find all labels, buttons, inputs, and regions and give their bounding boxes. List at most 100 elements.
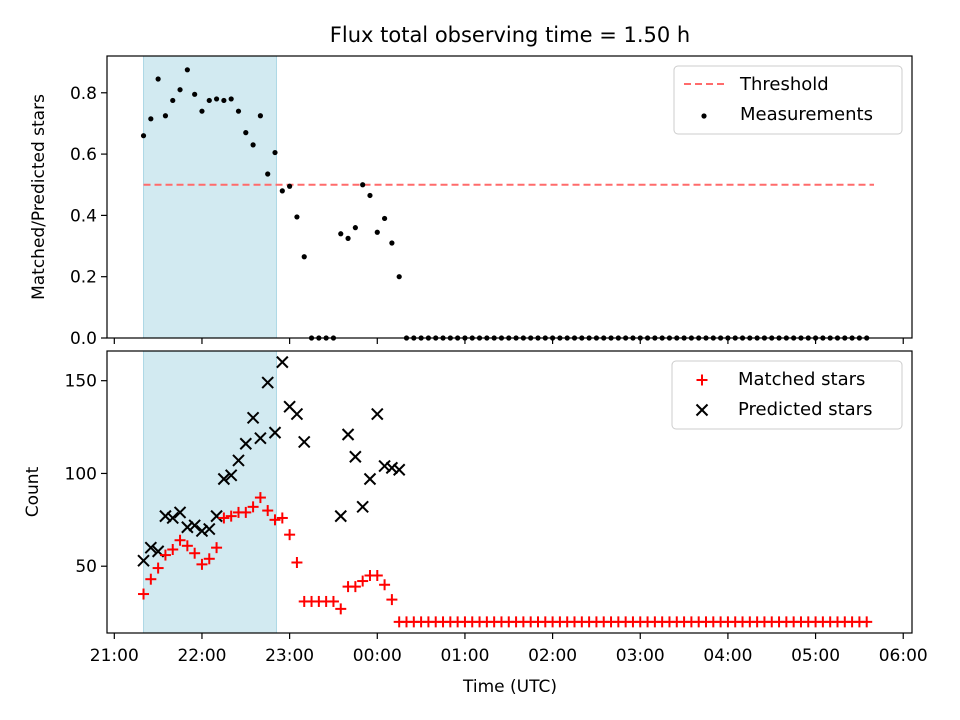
measurement-point — [148, 116, 154, 122]
predicted-star-point — [341, 428, 355, 441]
predicted-star-point — [137, 554, 150, 567]
x-tick-label: 01:00 — [440, 646, 489, 666]
matched-star-point — [189, 547, 201, 559]
x-stroke — [188, 519, 201, 532]
matched-star-point — [240, 506, 252, 518]
predicted-star-point — [232, 454, 245, 467]
chart-title: Flux total observing time = 1.50 h — [330, 23, 690, 47]
bottom-y-ticks: 50 100 150 — [65, 372, 107, 577]
x-stroke — [159, 509, 172, 523]
y-tick-label: 150 — [65, 372, 97, 392]
measurement-point — [265, 171, 271, 177]
matched-star-point — [379, 579, 391, 591]
measurement-point — [177, 87, 183, 93]
measurement-point — [213, 96, 220, 102]
x-stroke — [181, 521, 194, 534]
x-tick-label: 05:00 — [791, 646, 840, 666]
legend-matched-swatch — [696, 374, 708, 386]
predicted-star-point — [181, 521, 194, 534]
matched-star-point — [386, 594, 398, 606]
predicted-star-point — [144, 541, 158, 554]
predicted-star-point — [349, 450, 362, 463]
measurement-point — [367, 192, 373, 199]
bottom-x-ticks: 21:00 22:00 23:00 00:00 01:00 02:00 03:00 04:00… — [90, 633, 928, 666]
matched-star-point — [269, 514, 281, 526]
matched-star-point — [174, 534, 186, 546]
top-y-axis-label: Matched/Predicted stars — [29, 94, 49, 300]
matched-star-point — [211, 542, 223, 554]
matched-star-point — [247, 501, 259, 513]
matched-star-point — [203, 553, 215, 565]
predicted-star-point — [371, 407, 384, 421]
matched-star-point — [254, 492, 266, 504]
matched-star-point — [138, 588, 150, 600]
matched-star-point — [159, 549, 171, 561]
measurement-point — [338, 231, 344, 237]
measurement-point — [221, 97, 227, 104]
legend-x — [695, 403, 709, 417]
measurement-point — [345, 235, 351, 241]
measurement-point — [301, 254, 307, 260]
measurement-point — [381, 215, 388, 222]
y-tick-label: 0.6 — [70, 145, 97, 165]
predicted-star-point — [385, 461, 399, 475]
x-stroke — [224, 469, 238, 482]
matched-stars-points — [138, 492, 873, 628]
legend-predicted-label: Predicted stars — [738, 399, 872, 420]
matched-star-point — [225, 510, 237, 522]
measurement-point — [170, 97, 176, 104]
x-tick-label: 22:00 — [177, 646, 226, 666]
bottom-observing-span — [143, 350, 277, 634]
x-stroke — [173, 506, 187, 519]
x-tick-label: 04:00 — [703, 646, 752, 666]
legend-measurements-label: Measurements — [740, 104, 873, 125]
matched-star-point — [218, 512, 230, 524]
top-panel: 0.00.20.40.60.8 Matched/Predicted stars … — [29, 55, 913, 349]
x-stroke — [363, 472, 377, 486]
x-stroke — [349, 450, 362, 463]
x-stroke — [283, 400, 296, 413]
x-stroke — [232, 454, 245, 467]
predicted-star-point — [363, 472, 377, 486]
measurement-point — [257, 113, 264, 119]
x-tick-label: 03:00 — [616, 646, 665, 666]
top-observing-span — [143, 55, 277, 339]
top-legend-box — [673, 65, 903, 135]
legend-threshold-label: Threshold — [739, 74, 829, 95]
x-tick-label: 06:00 — [879, 646, 928, 666]
x-tick-label: 23:00 — [265, 646, 314, 666]
predicted-star-point — [159, 509, 172, 523]
predicted-star-point — [166, 511, 179, 525]
matched-star-point — [335, 603, 347, 615]
predicted-star-point — [276, 355, 289, 369]
x-tick-label: 02:00 — [528, 646, 577, 666]
measurement-point — [162, 113, 169, 119]
predicted-star-point — [356, 500, 369, 514]
x-stroke — [341, 428, 355, 441]
x-stroke — [254, 431, 267, 445]
top-y-ticks: 0.0 0.2 0.4 0.6 0.8 — [70, 84, 107, 349]
top-legend: Threshold Measurements — [673, 65, 903, 135]
measurement-point — [389, 240, 395, 246]
x-stroke — [268, 426, 282, 439]
x-stroke — [210, 509, 223, 523]
predicted-star-point — [298, 435, 311, 449]
measurement-point — [374, 229, 380, 235]
matched-star-point — [145, 573, 157, 585]
bottom-legend: Matched stars Predicted stars — [671, 360, 903, 430]
x-stroke — [195, 524, 209, 538]
predicted-star-point — [210, 509, 223, 523]
matched-star-point — [196, 558, 208, 570]
matched-star-point — [349, 581, 361, 593]
matched-star-point — [181, 540, 193, 552]
measurement-point — [184, 67, 190, 73]
x-stroke — [334, 509, 347, 523]
y-tick-label: 100 — [65, 464, 97, 484]
x-stroke — [246, 411, 260, 424]
y-tick-label: 50 — [75, 557, 97, 577]
measurement-point — [294, 214, 300, 220]
x-stroke — [261, 376, 274, 389]
top-axes-frame — [106, 55, 913, 339]
predicted-star-point — [203, 522, 216, 536]
x-stroke — [392, 463, 406, 476]
